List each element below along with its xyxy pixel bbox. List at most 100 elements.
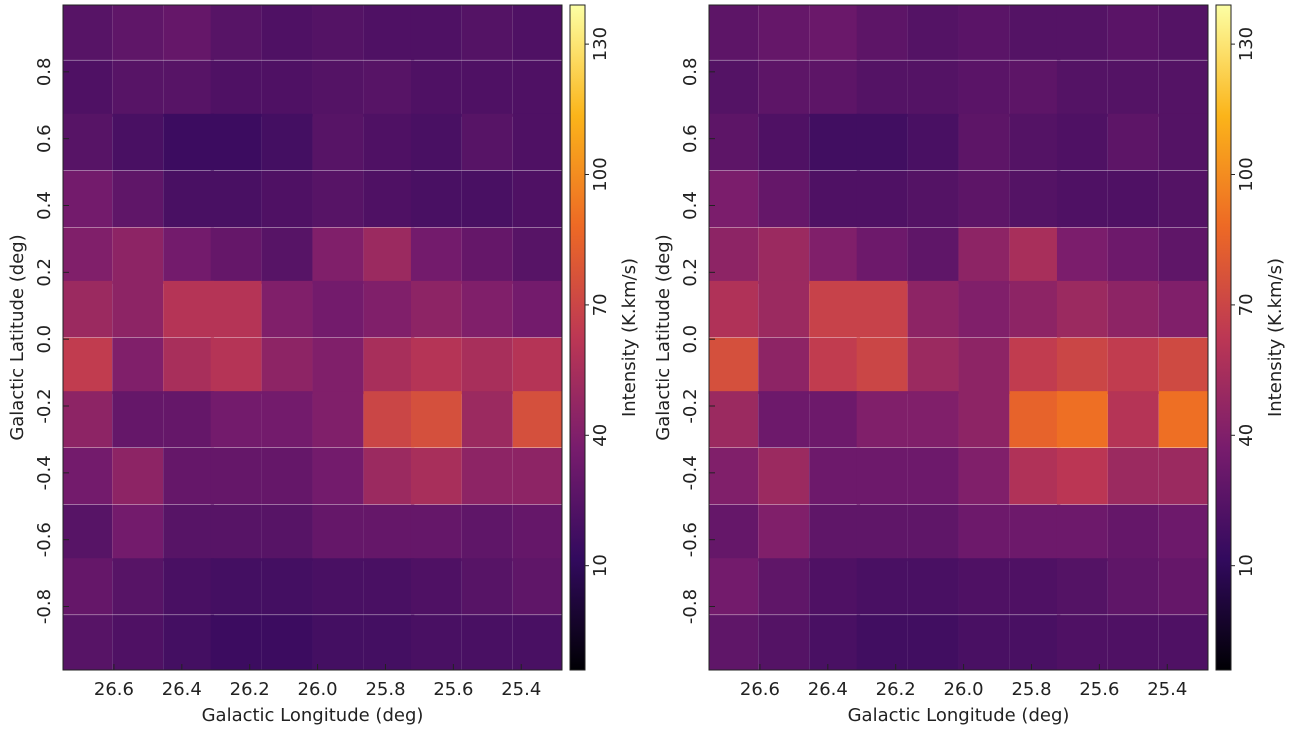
heatmap-cell (261, 5, 313, 60)
heatmap-cell (809, 170, 861, 228)
y-tick-label: 0.2 (680, 258, 701, 287)
heatmap-cell (758, 504, 810, 562)
heatmap-cell (512, 558, 562, 615)
heatmap-cell (907, 280, 959, 338)
heatmap-cell (512, 227, 562, 284)
heatmap-cell (363, 113, 415, 171)
heatmap-cell (709, 615, 759, 670)
heatmap-cell (1009, 447, 1061, 505)
heatmap-cell (312, 280, 364, 338)
heatmap-cell (410, 558, 462, 615)
heatmap-cell (112, 5, 164, 60)
heatmap-cell (1056, 5, 1108, 60)
heatmap-cell (709, 5, 759, 60)
heatmap-cell (856, 227, 908, 284)
heatmap (63, 5, 562, 670)
colorbar-tick-label: 10 (590, 554, 611, 577)
heatmap-cell (112, 447, 164, 505)
heatmap-cell (512, 504, 562, 562)
y-tick-label: -0.8 (680, 589, 701, 624)
heatmap-cell (958, 337, 1010, 395)
y-tick-label: 0.0 (680, 325, 701, 354)
colorbar-tick-label: 130 (590, 27, 611, 61)
heatmap-cell (210, 504, 262, 562)
heatmap-cell (163, 504, 215, 562)
heatmap-cell (210, 5, 262, 60)
heatmap-cell (709, 170, 759, 228)
y-tick-label: 0.8 (680, 58, 701, 87)
colorbar-tick-label: 40 (590, 424, 611, 447)
heatmap-cell (856, 280, 908, 338)
heatmap-cell (856, 391, 908, 448)
colorbar (569, 4, 586, 671)
heatmap-cell (312, 170, 364, 228)
heatmap-cell (63, 558, 113, 615)
heatmap-cell (907, 337, 959, 395)
heatmap-cell (1107, 558, 1159, 615)
heatmap-cell (312, 113, 364, 171)
heatmap-cell (261, 60, 313, 117)
heatmap-cell (1107, 447, 1159, 505)
heatmap-cell (410, 447, 462, 505)
heatmap-cell (1158, 60, 1208, 117)
heatmap-cell (1009, 113, 1061, 171)
heatmap-cell (1107, 227, 1159, 284)
heatmap-cell (1158, 170, 1208, 228)
heatmap-cell (363, 391, 415, 448)
y-tick-label: 0.6 (680, 124, 701, 153)
heatmap-cell (63, 615, 113, 670)
heatmap-cell (907, 5, 959, 60)
heatmap-cell (709, 113, 759, 171)
colorbar-tick-label: 70 (1236, 293, 1257, 316)
heatmap-cell (809, 391, 861, 448)
heatmap-cell (907, 504, 959, 562)
colorbar-tick-label: 10 (1236, 554, 1257, 577)
heatmap-cell (1056, 615, 1108, 670)
heatmap-cell (461, 5, 513, 60)
heatmap-cell (958, 113, 1010, 171)
heatmap-cell (312, 5, 364, 60)
heatmap-cell (958, 615, 1010, 670)
heatmap-cell (958, 170, 1010, 228)
x-tick-label: 25.8 (1011, 679, 1051, 700)
heatmap-cell (1009, 5, 1061, 60)
heatmap-cell (809, 280, 861, 338)
heatmap-cell (312, 60, 364, 117)
heatmap-cell (312, 391, 364, 448)
heatmap-cell (1009, 558, 1061, 615)
heatmap-cell (112, 227, 164, 284)
y-tick-label: -0.2 (680, 388, 701, 423)
y-tick-label: -0.6 (34, 522, 55, 557)
heatmap-cell (758, 447, 810, 505)
x-tick-label: 25.6 (1079, 679, 1119, 700)
heatmap-cell (261, 558, 313, 615)
colorbar-label: Intensity (K.km/s) (619, 258, 640, 417)
heatmap-cell (856, 113, 908, 171)
heatmap-cell (63, 280, 113, 338)
heatmap-cell (1158, 504, 1208, 562)
heatmap-cell (1158, 447, 1208, 505)
heatmap-cell (210, 447, 262, 505)
heatmap-cell (1009, 280, 1061, 338)
x-tick-label: 26.0 (944, 679, 984, 700)
y-tick-label: -0.6 (680, 522, 701, 557)
heatmap-cell (1158, 391, 1208, 448)
heatmap-cell (261, 391, 313, 448)
heatmap-cell (512, 170, 562, 228)
heatmap-cell (112, 113, 164, 171)
heatmap (709, 5, 1208, 670)
colorbar (1215, 4, 1232, 671)
heatmap-cell (112, 558, 164, 615)
heatmap-cell (709, 227, 759, 284)
heatmap-cell (63, 60, 113, 117)
heatmap-cell (856, 615, 908, 670)
y-tick-label: 0.4 (680, 191, 701, 220)
heatmap-cell (1056, 113, 1108, 171)
heatmap-cell (163, 113, 215, 171)
heatmap-cell (363, 447, 415, 505)
x-tick-label: 26.0 (298, 679, 338, 700)
colorbar-tick-label: 70 (590, 293, 611, 316)
heatmap-cell (461, 558, 513, 615)
heatmap-cell (1158, 558, 1208, 615)
heatmap-cell (210, 60, 262, 117)
